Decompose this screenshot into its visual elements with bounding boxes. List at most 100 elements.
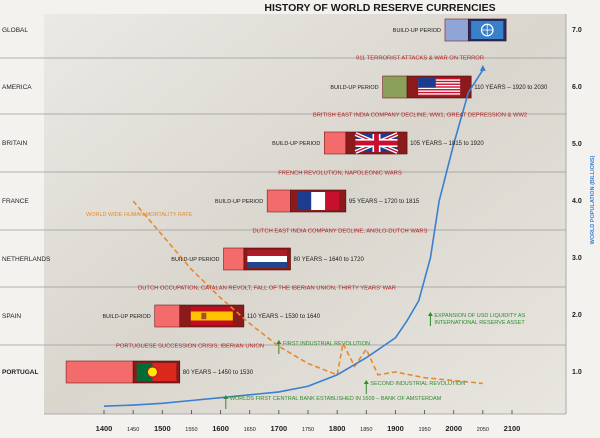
- flag-pt: [136, 363, 177, 381]
- plot-background: [44, 14, 566, 414]
- us-flag-stripe: [418, 94, 461, 97]
- buildup-bar: [65, 360, 134, 384]
- us-flag-stripe: [418, 80, 461, 83]
- x-tick-label: 1400: [96, 424, 113, 433]
- era-label: 110 YEARS – 1920 to 2030: [474, 85, 548, 91]
- us-flag-canton: [418, 78, 436, 88]
- x-tick-label: 1650: [244, 427, 256, 433]
- x-tick-label: 1900: [387, 424, 404, 433]
- event-label: DUTCH EAST INDIA COMPANY DECLINE, ANGLO-…: [252, 229, 427, 235]
- buildup-period-label: BUILD-UP PERIOD: [393, 28, 441, 34]
- annotation-arrowhead: [276, 340, 282, 344]
- buildup-period-label: BUILD-UP PERIOD: [330, 85, 378, 91]
- nl-flag-blue: [247, 262, 288, 268]
- event-label: FRENCH REVOLUTION, NAPOLEONIC WARS: [278, 171, 402, 177]
- buildup-bar: [266, 189, 291, 213]
- y-tick-label: 2.0: [572, 312, 582, 319]
- y-tick-label: 4.0: [572, 198, 582, 205]
- annotation-arrowhead: [363, 380, 369, 384]
- buildup-period-label: BUILD-UP PERIOD: [103, 314, 151, 320]
- x-tick-label: 1550: [185, 427, 197, 433]
- annotation-label: EXPANSION OF USD LIQUIDITY AS: [434, 313, 525, 319]
- era-label: 80 YEARS – 1640 to 1720: [294, 257, 365, 263]
- fr-flag-red: [325, 192, 340, 210]
- buildup-period-label: BUILD-UP PERIOD: [272, 141, 320, 147]
- x-tick-label: 1800: [329, 424, 346, 433]
- row-label-spain: SPAIN: [2, 313, 21, 320]
- flag-us: [418, 78, 461, 97]
- pt-flag-green: [136, 363, 153, 381]
- nl-flag-white: [247, 256, 288, 262]
- nl-flag-red: [247, 250, 288, 256]
- era-label: 110 YEARS – 1530 to 1640: [247, 314, 321, 320]
- es-flag-emblem: [201, 312, 207, 320]
- y-tick-label: 6.0: [572, 84, 582, 91]
- buildup-period-label: BUILD-UP PERIOD: [171, 257, 219, 263]
- fr-flag-blue: [297, 192, 312, 210]
- flag-uk: [354, 132, 399, 154]
- flag-nl: [247, 250, 288, 268]
- fr-flag-white: [311, 192, 326, 210]
- annotation-label: WORLDS FIRST CENTRAL BANK ESTABLISHED IN…: [230, 396, 442, 402]
- buildup-bar: [223, 247, 245, 271]
- x-tick-label: 1600: [212, 424, 229, 433]
- x-tick-label: 1850: [360, 427, 372, 433]
- y-tick-label: 3.0: [572, 255, 582, 262]
- event-label: DUTCH OCCUPATION, CATALAN REVOLT, FALL O…: [138, 286, 396, 292]
- us-flag-stripe: [418, 82, 461, 84]
- x-tick-label: 1750: [302, 427, 314, 433]
- pt-flag-sphere: [146, 366, 159, 378]
- us-flag-stripe: [418, 90, 461, 93]
- annotation-arrowhead: [427, 312, 433, 316]
- us-flag-stripe: [418, 89, 461, 91]
- row-label-global: GLOBAL: [2, 27, 28, 34]
- pt-flag-red: [152, 363, 177, 381]
- buildup-bar: [324, 131, 347, 155]
- event-label: PORTUGUESE SUCCESSION CRISIS, IBERIAN UN…: [116, 344, 264, 350]
- buildup-bar: [382, 75, 408, 99]
- event-label: 911 TERRORIST ATTACKS & WAR ON TERROR: [356, 56, 484, 62]
- row-label-france: FRANCE: [2, 198, 29, 205]
- annotation-label: INTERNATIONAL RESERVE ASSET: [434, 320, 525, 326]
- un-flag-emblem: [480, 23, 494, 37]
- row-label-netherlands: NETHERLANDS: [2, 256, 51, 263]
- us-flag-stripe: [418, 86, 461, 88]
- row-label-america: AMERICA: [2, 84, 32, 91]
- right-axis-label: WORLD POPULATION (BILLIONS): [590, 155, 596, 244]
- y-tick-label: 7.0: [572, 27, 582, 34]
- event-label: BRITISH EAST INDIA COMPANY DECLINE, WW1,…: [313, 113, 527, 119]
- us-flag-stripe: [418, 91, 461, 94]
- us-flag-stripe: [418, 93, 461, 95]
- y-tick-label: 5.0: [572, 141, 582, 148]
- es-flag-yellow: [190, 311, 233, 321]
- row-label-britain: BRITAIN: [2, 140, 27, 147]
- flag-fr: [297, 192, 340, 210]
- uk-flag-cross-red: [355, 140, 398, 146]
- us-flag-stripe: [418, 84, 461, 87]
- flag-un: [471, 21, 504, 39]
- annotation-arrowhead: [223, 395, 229, 399]
- us-flag-stripe: [418, 83, 461, 86]
- world-population-line: [103, 69, 484, 407]
- x-tick-label: 1450: [127, 427, 139, 433]
- us-flag-stripe: [418, 87, 461, 90]
- buildup-period-label: BUILD-UP PERIOD: [215, 199, 263, 205]
- buildup-bar: [444, 18, 469, 42]
- x-tick-label: 2100: [504, 424, 521, 433]
- x-tick-label: 1700: [271, 424, 288, 433]
- mortality-rate-line: [132, 200, 483, 385]
- flag-es: [190, 307, 233, 325]
- era-label: 105 YEARS – 1815 to 1920: [410, 141, 484, 147]
- x-tick-label: 2050: [477, 427, 489, 433]
- chart-title: HISTORY OF WORLD RESERVE CURRENCIES: [264, 2, 495, 14]
- annotation-label: FIRST INDUSTRIAL REVOLUTION: [283, 341, 370, 347]
- buildup-bar: [154, 304, 181, 328]
- x-tick-label: 1950: [418, 427, 430, 433]
- x-tick-label: 2000: [445, 424, 462, 433]
- mortality-rate-label: WORLD WIDE HUMAN MORTALITY RATE: [86, 212, 193, 218]
- population-arrowhead: [479, 64, 486, 71]
- row-label-portugal: PORTUGAL: [2, 369, 39, 376]
- us-flag-stripe: [418, 79, 461, 81]
